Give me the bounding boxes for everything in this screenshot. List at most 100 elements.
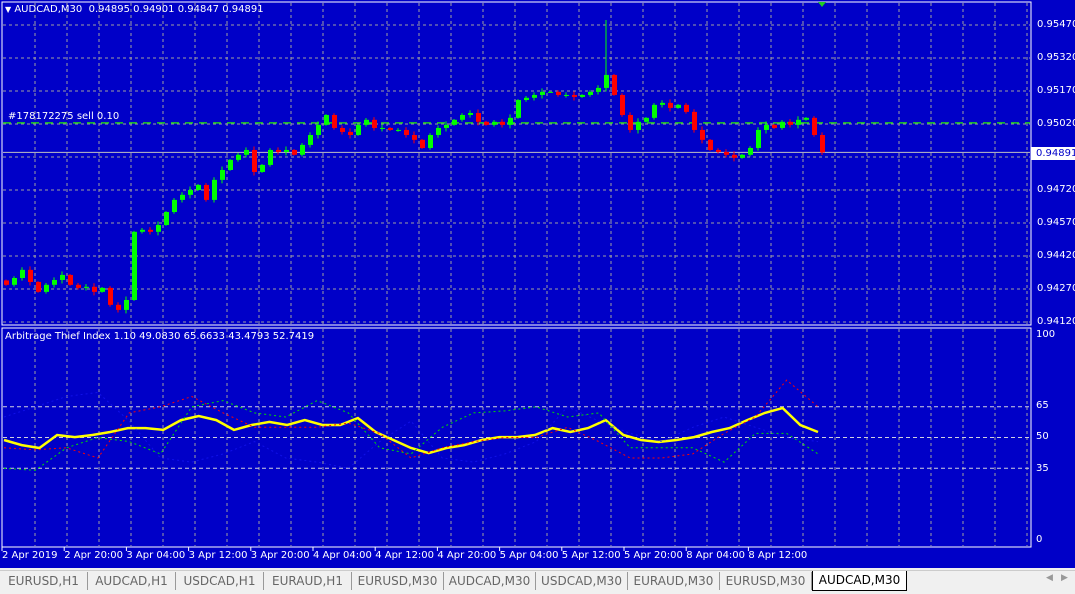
bear-candle [340, 127, 345, 132]
bull-candle [444, 124, 449, 128]
bear-candle [812, 117, 817, 135]
bull-candle [220, 169, 225, 180]
bull-candle [132, 231, 137, 300]
bull-candle [564, 94, 569, 96]
bull-candle [748, 147, 753, 155]
bear-candle [820, 135, 825, 153]
tab-eurusd-m30[interactable]: EURUSD,M30 [720, 572, 812, 590]
bear-candle [700, 129, 705, 140]
bear-candle [476, 113, 481, 122]
bull-candle [596, 87, 601, 92]
bull-candle [60, 274, 65, 280]
bull-candle [356, 124, 361, 135]
ohlc-values: 0.94895 0.94901 0.94847 0.94891 [88, 4, 264, 15]
price-axis-label: 0.94720 [1037, 184, 1075, 195]
bear-candle [692, 111, 697, 130]
bear-candle [412, 135, 417, 140]
bull-candle [660, 102, 665, 105]
main-pane-border [1, 1, 1032, 326]
tab-usdcad-h1[interactable]: USDCAD,H1 [176, 572, 264, 590]
price-axis-label: 0.95320 [1037, 52, 1075, 63]
bull-candle [300, 144, 305, 155]
bull-candle [452, 119, 457, 125]
bull-candle [524, 97, 529, 101]
chart-window[interactable]: ▼ AUDCAD,M30 0.94895 0.94901 0.94847 0.9… [0, 0, 1075, 568]
indicator-title: Arbitrage Thief Index 1.10 49.0830 65.66… [5, 331, 315, 342]
bull-candle [740, 154, 745, 158]
bear-candle [68, 274, 73, 285]
bull-candle [508, 117, 513, 125]
scroll-left-icon[interactable]: ◀ [1046, 573, 1053, 583]
bull-candle [308, 135, 313, 145]
tab-eurusd-m30[interactable]: EURUSD,M30 [352, 572, 444, 590]
bear-candle [572, 94, 577, 97]
bear-candle [28, 269, 33, 282]
tab-eurusd-h1[interactable]: EURUSD,H1 [0, 572, 88, 590]
bull-candle [764, 124, 769, 130]
bull-candle [156, 224, 161, 232]
tab-euraud-h1[interactable]: EURAUD,H1 [264, 572, 352, 590]
time-axis-label: 3 Apr 20:00 [250, 550, 310, 561]
order-label: #178172275 sell 0.10 [8, 111, 120, 122]
time-axis-label: 2 Apr 20:00 [64, 550, 124, 561]
bull-candle [44, 284, 49, 292]
chart-header: ▼ AUDCAD,M30 0.94895 0.94901 0.94847 0.9… [5, 4, 264, 15]
time-axis-label: 2 Apr 2019 [2, 550, 58, 561]
bull-candle [468, 113, 473, 115]
time-axis-label: 5 Apr 20:00 [624, 550, 683, 561]
tab-usdcad-m30[interactable]: USDCAD,M30 [536, 572, 628, 590]
bear-candle [292, 149, 297, 155]
bull-candle [548, 91, 553, 93]
price-axis-label: 0.95020 [1037, 118, 1075, 129]
time-axis-label: 8 Apr 12:00 [748, 550, 808, 561]
bear-candle [204, 184, 209, 200]
bear-candle [372, 119, 377, 128]
bear-candle [500, 121, 505, 125]
scroll-right-icon[interactable]: ▶ [1061, 573, 1068, 583]
dropdown-triangle-icon[interactable]: ▼ [5, 5, 12, 14]
symbol-label: AUDCAD,M30 [14, 4, 83, 15]
time-axis-label: 5 Apr 12:00 [561, 550, 621, 561]
bear-candle [708, 139, 713, 150]
bull-candle [12, 278, 17, 285]
tab-audcad-m30[interactable]: AUDCAD,M30 [444, 572, 536, 590]
bear-candle [732, 154, 737, 158]
price-axis-label: 0.95470 [1037, 19, 1075, 30]
bear-candle [620, 94, 625, 115]
bear-candle [4, 280, 9, 285]
price-axis-label: 0.94420 [1037, 250, 1075, 261]
indicator-pane-border [1, 327, 1032, 548]
bull-candle [196, 184, 201, 190]
bull-candle [492, 121, 497, 125]
tab-audcad-h1[interactable]: AUDCAD,H1 [88, 572, 176, 590]
chart-canvas[interactable] [0, 0, 1075, 568]
bull-candle [428, 135, 433, 148]
bull-candle [804, 117, 809, 120]
bull-candle [164, 212, 169, 225]
bull-candle [644, 117, 649, 122]
bear-candle [348, 131, 353, 135]
bull-candle [436, 127, 441, 135]
bull-candle [124, 300, 129, 310]
bear-candle [116, 304, 121, 310]
indicator-axis-label: 65 [1036, 400, 1049, 411]
bear-candle [628, 114, 633, 130]
bull-candle [676, 104, 681, 108]
bear-candle [716, 149, 721, 152]
time-axis-label: 8 Apr 04:00 [686, 550, 746, 561]
indicator-axis-label: 50 [1036, 431, 1049, 442]
bull-candle [228, 159, 233, 170]
bull-candle [580, 94, 585, 97]
time-axis-label: 3 Apr 12:00 [188, 550, 248, 561]
time-axis-label: 4 Apr 20:00 [437, 550, 497, 561]
bull-candle [260, 164, 265, 172]
tab-euraud-m30[interactable]: EURAUD,M30 [628, 572, 720, 590]
tab-audcad-m30[interactable]: AUDCAD,M30 [812, 571, 907, 591]
price-axis-label: 0.95170 [1037, 85, 1075, 96]
bull-candle [780, 121, 785, 128]
bull-candle [380, 127, 385, 129]
bull-candle [652, 104, 657, 118]
time-axis-label: 5 Apr 04:00 [499, 550, 559, 561]
bear-candle [388, 127, 393, 130]
bull-candle [756, 129, 761, 148]
